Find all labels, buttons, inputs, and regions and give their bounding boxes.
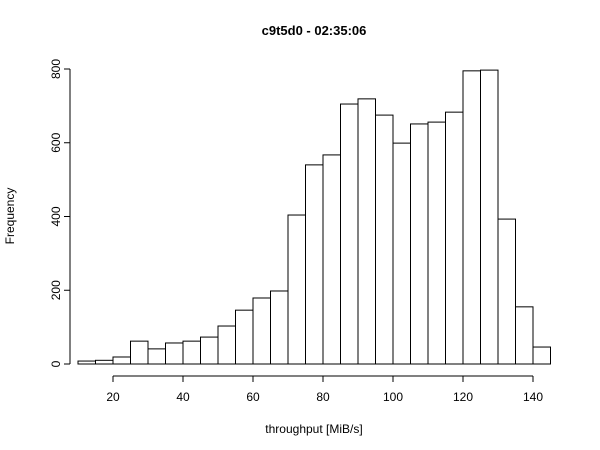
bar: [95, 359, 114, 365]
bar: [165, 342, 184, 365]
bar: [410, 123, 429, 365]
bar: [480, 69, 499, 365]
bar: [217, 325, 236, 365]
bar: [375, 114, 394, 365]
bar: [130, 340, 149, 365]
bar: [445, 111, 464, 365]
x-axis-label: throughput [MiB/s]: [265, 422, 362, 436]
x-tick-label: 20: [106, 390, 120, 404]
bar: [515, 306, 534, 365]
x-tick-label: 140: [523, 390, 543, 404]
x-tick-label: 100: [383, 390, 403, 404]
bar: [200, 336, 219, 365]
x-tick-label: 120: [453, 390, 473, 404]
bar: [532, 346, 551, 365]
y-tick-label: 600: [49, 132, 63, 152]
y-tick-label: 400: [49, 206, 63, 226]
bar: [427, 121, 446, 365]
y-tick-label: 0: [49, 360, 63, 367]
bar: [77, 360, 96, 365]
y-axis-label: Frequency: [3, 188, 17, 245]
bar: [322, 154, 341, 365]
bar: [392, 142, 411, 365]
bar: [497, 218, 516, 365]
x-tick-label: 60: [246, 390, 260, 404]
bar: [340, 103, 359, 365]
bar: [287, 214, 306, 365]
bar: [270, 290, 289, 365]
bar: [235, 309, 254, 365]
bar: [357, 98, 376, 365]
bar: [112, 356, 131, 365]
x-tick-label: 40: [176, 390, 190, 404]
x-tick-label: 80: [316, 390, 330, 404]
bar: [147, 348, 166, 365]
chart-title: c9t5d0 - 02:35:06: [262, 23, 367, 38]
bar: [305, 164, 324, 365]
bar: [252, 297, 271, 365]
y-tick-label: 200: [49, 280, 63, 300]
bar: [462, 70, 481, 365]
y-tick-label: 800: [49, 59, 63, 79]
bar: [182, 340, 201, 365]
